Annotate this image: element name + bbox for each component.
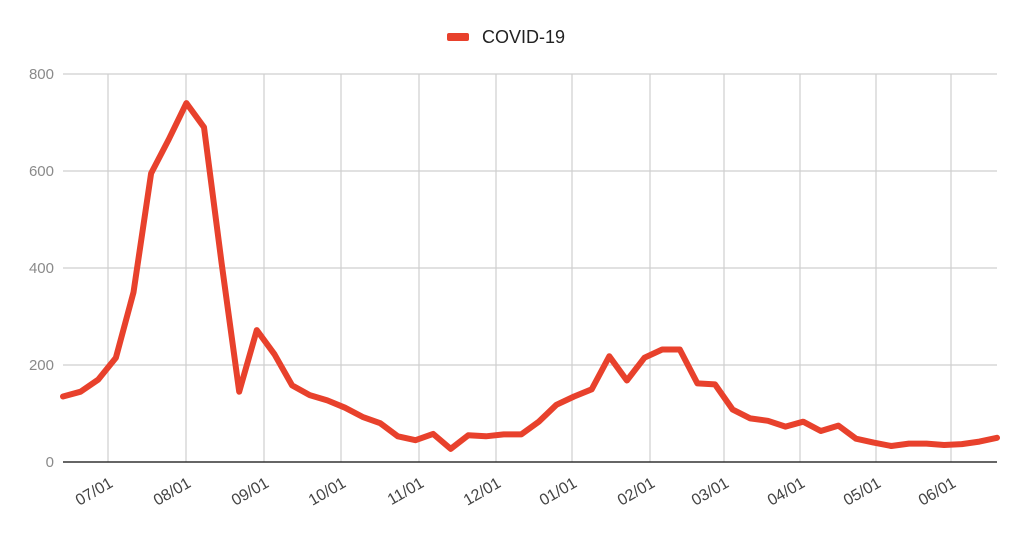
data-point[interactable] bbox=[642, 355, 648, 361]
legend-swatch-covid-19 bbox=[447, 33, 469, 41]
data-point[interactable] bbox=[659, 347, 665, 353]
data-point[interactable] bbox=[606, 353, 612, 359]
series-layer bbox=[60, 100, 1000, 452]
data-point[interactable] bbox=[712, 381, 718, 387]
data-point[interactable] bbox=[624, 378, 630, 384]
data-point[interactable] bbox=[835, 423, 841, 429]
data-point[interactable] bbox=[60, 394, 66, 400]
data-point[interactable] bbox=[272, 351, 278, 357]
data-point[interactable] bbox=[924, 441, 930, 447]
data-point[interactable] bbox=[324, 397, 330, 403]
data-point[interactable] bbox=[994, 435, 1000, 441]
data-point[interactable] bbox=[783, 424, 789, 430]
data-point[interactable] bbox=[430, 431, 436, 437]
data-point[interactable] bbox=[501, 431, 507, 437]
x-tick-label: 01/01 bbox=[537, 475, 580, 510]
y-tick-label: 0 bbox=[46, 454, 54, 471]
data-point[interactable] bbox=[201, 124, 207, 130]
legend-label-covid-19: COVID-19 bbox=[482, 27, 565, 47]
data-point[interactable] bbox=[131, 289, 137, 295]
data-point[interactable] bbox=[377, 420, 383, 426]
x-tick-label: 04/01 bbox=[765, 475, 808, 510]
data-point[interactable] bbox=[941, 442, 947, 448]
data-point[interactable] bbox=[236, 389, 242, 395]
x-tick-label: 12/01 bbox=[461, 475, 504, 510]
series-line-covid-19[interactable] bbox=[60, 100, 1000, 452]
x-tick-label: 06/01 bbox=[916, 475, 959, 510]
x-tick-label: 02/01 bbox=[615, 475, 658, 510]
x-tick-label: 08/01 bbox=[151, 475, 194, 510]
data-point[interactable] bbox=[976, 439, 982, 445]
data-point[interactable] bbox=[289, 382, 295, 388]
data-point[interactable] bbox=[360, 414, 366, 420]
data-point[interactable] bbox=[589, 386, 595, 392]
data-point[interactable] bbox=[571, 394, 577, 400]
data-point[interactable] bbox=[183, 100, 189, 106]
x-tick-label: 11/01 bbox=[385, 475, 427, 509]
data-point[interactable] bbox=[888, 443, 894, 449]
data-point[interactable] bbox=[413, 437, 419, 443]
x-tick-label: 10/01 bbox=[306, 475, 349, 510]
x-tick-label: 05/01 bbox=[841, 475, 884, 510]
data-point[interactable] bbox=[800, 419, 806, 425]
y-tick-label: 600 bbox=[29, 163, 54, 180]
x-tick-label: 07/01 bbox=[73, 475, 116, 510]
data-point[interactable] bbox=[483, 433, 489, 439]
data-point[interactable] bbox=[342, 405, 348, 411]
data-point[interactable] bbox=[254, 327, 260, 333]
data-point[interactable] bbox=[818, 428, 824, 434]
legend[interactable]: COVID-19 bbox=[447, 27, 565, 47]
data-point[interactable] bbox=[395, 433, 401, 439]
data-point[interactable] bbox=[730, 407, 736, 413]
x-tick-label: 03/01 bbox=[689, 475, 732, 510]
data-point[interactable] bbox=[677, 347, 683, 353]
data-point[interactable] bbox=[871, 440, 877, 446]
y-tick-label: 200 bbox=[29, 357, 54, 374]
x-tick-label: 09/01 bbox=[229, 475, 272, 510]
data-point[interactable] bbox=[95, 377, 101, 383]
y-axis-ticks: 0 200 400 600 800 bbox=[29, 66, 54, 471]
data-point[interactable] bbox=[853, 436, 859, 442]
data-point[interactable] bbox=[448, 446, 454, 452]
data-point[interactable] bbox=[78, 389, 84, 395]
data-point[interactable] bbox=[694, 380, 700, 386]
data-point[interactable] bbox=[518, 431, 524, 437]
data-point[interactable] bbox=[166, 137, 172, 143]
data-point[interactable] bbox=[747, 415, 753, 421]
data-point[interactable] bbox=[465, 432, 471, 438]
data-point[interactable] bbox=[307, 392, 313, 398]
data-point[interactable] bbox=[906, 441, 912, 447]
data-point[interactable] bbox=[959, 441, 965, 447]
data-point[interactable] bbox=[765, 418, 771, 424]
x-axis-ticks: 07/01 08/01 09/01 10/01 11/01 12/01 01/01 02/01… bbox=[73, 475, 959, 510]
data-point[interactable] bbox=[536, 419, 542, 425]
data-point[interactable] bbox=[148, 170, 154, 176]
data-point[interactable] bbox=[219, 260, 225, 266]
data-point[interactable] bbox=[113, 355, 119, 361]
data-point[interactable] bbox=[553, 402, 559, 408]
y-tick-label: 400 bbox=[29, 260, 54, 277]
y-tick-label: 800 bbox=[29, 66, 54, 83]
